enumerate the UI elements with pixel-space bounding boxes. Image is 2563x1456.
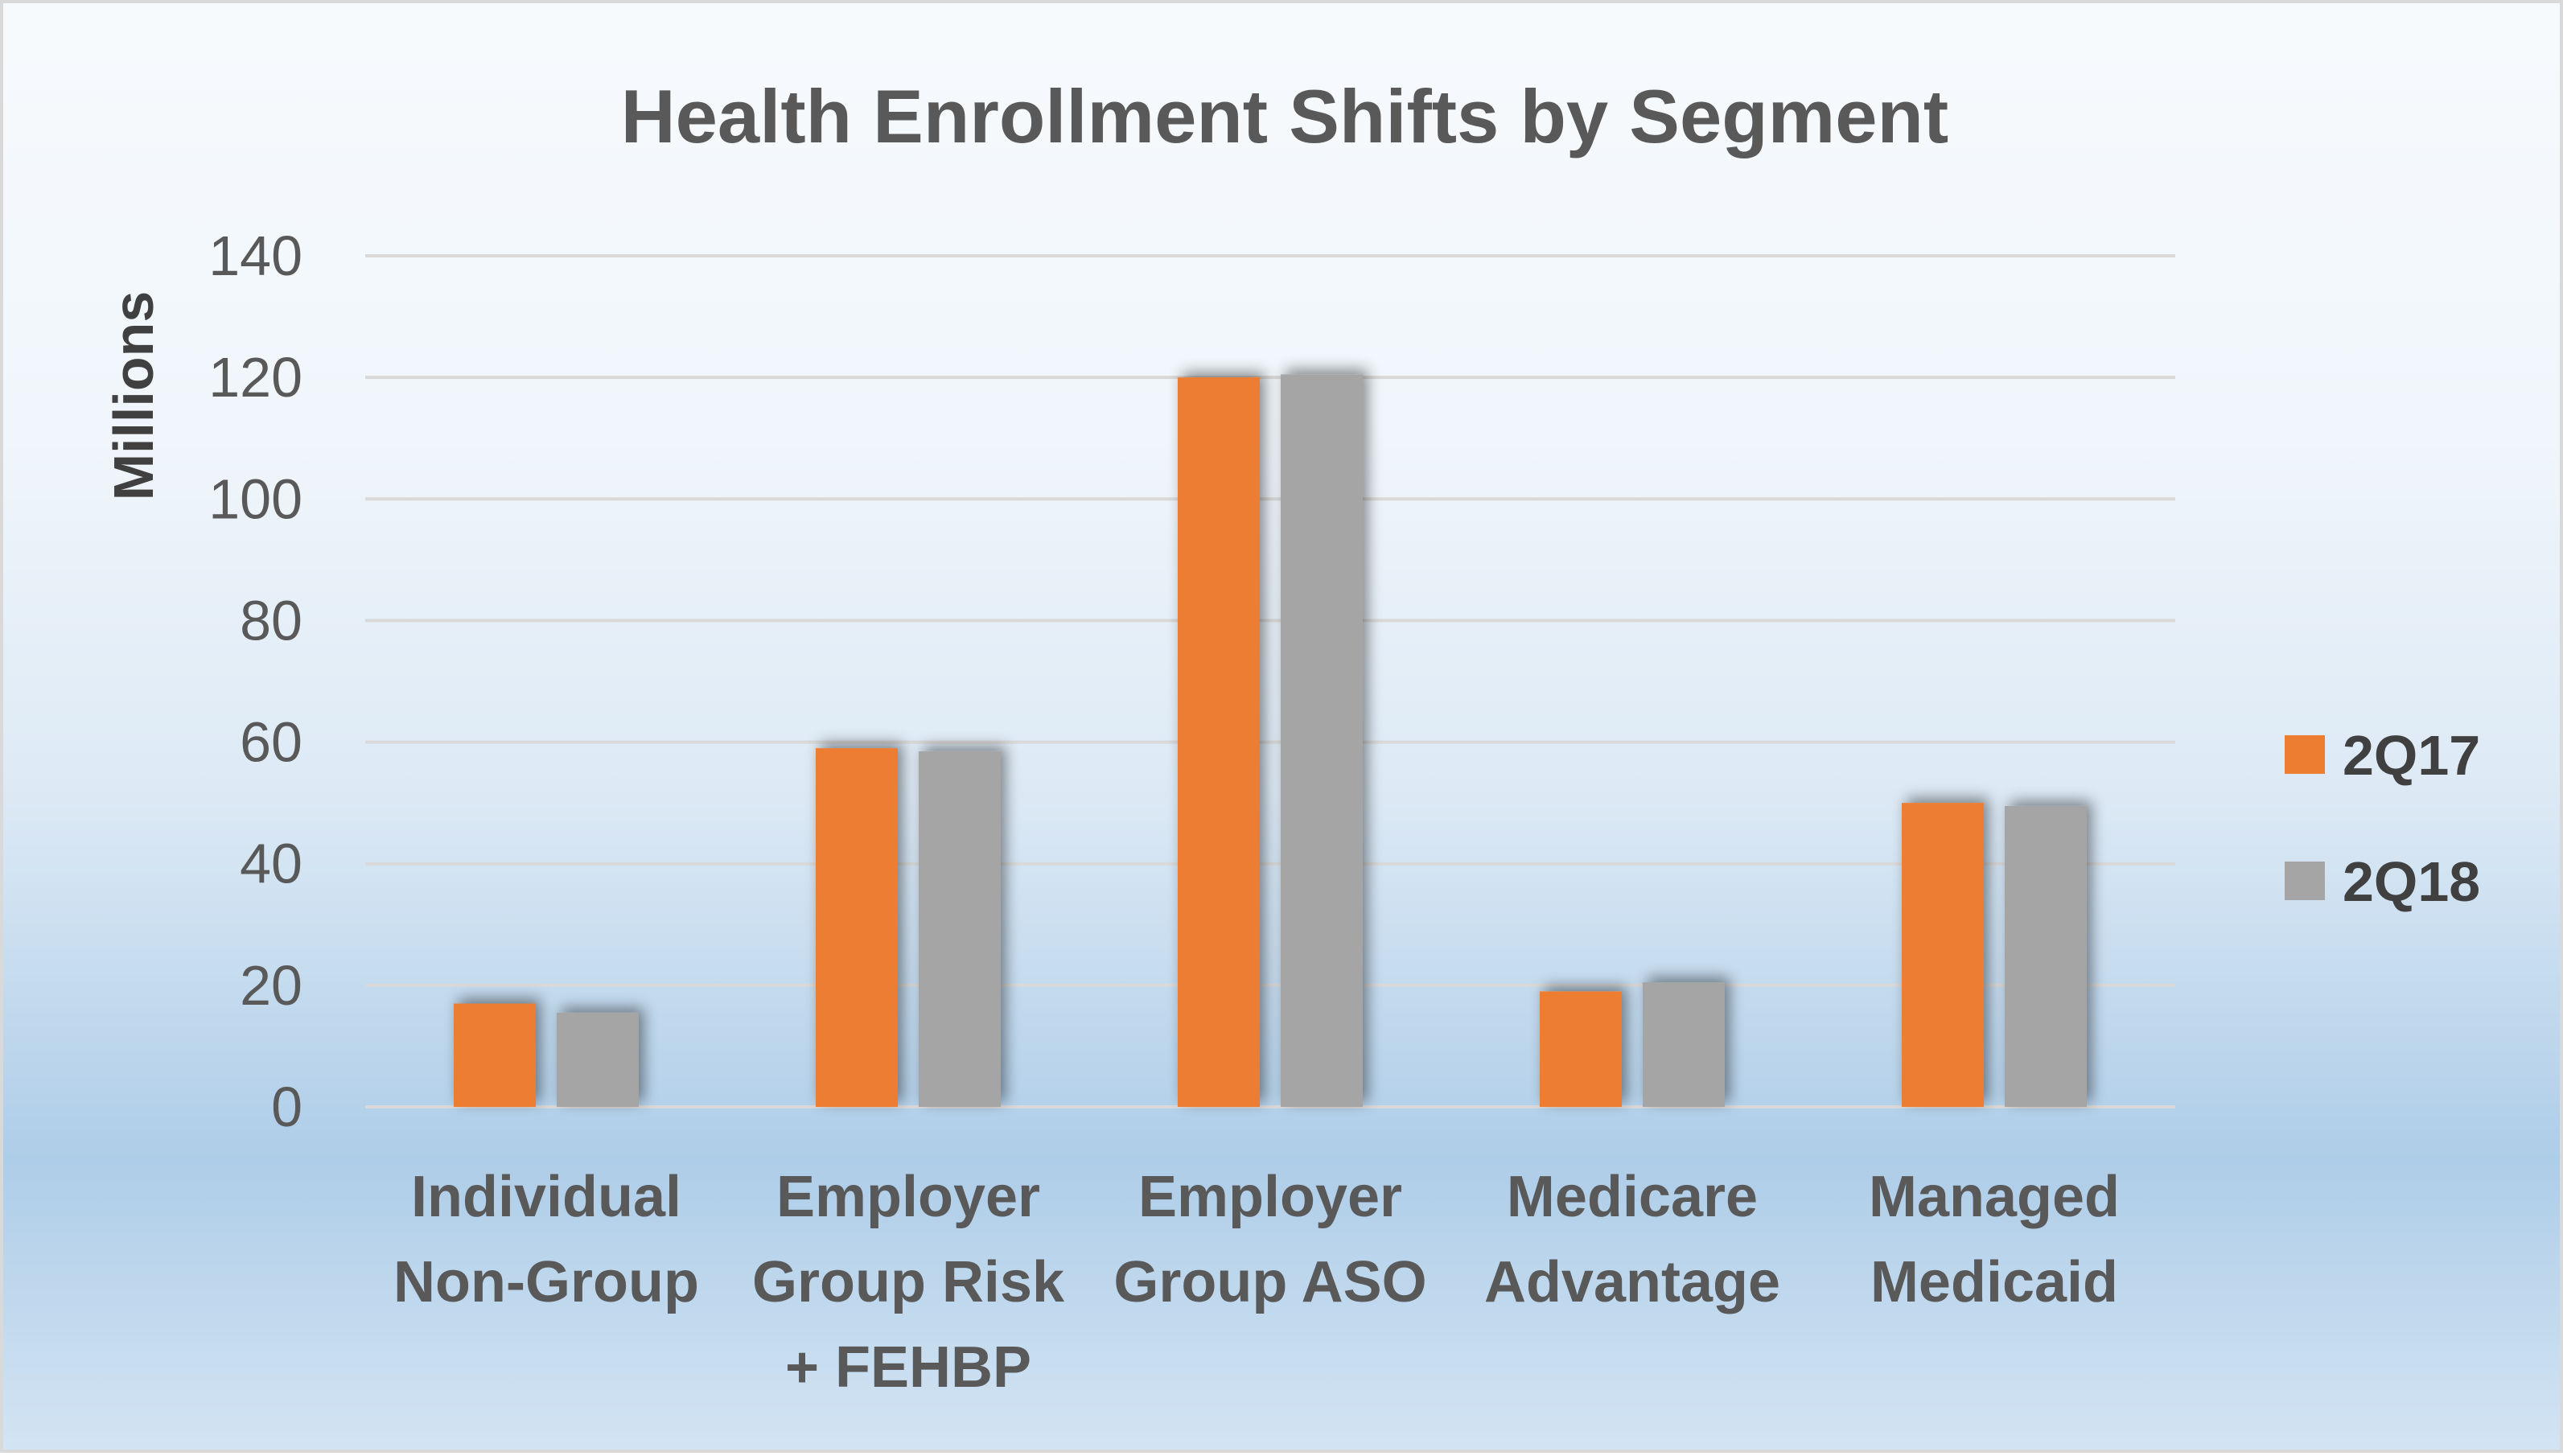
- bar-2Q18-0: [557, 1012, 639, 1107]
- y-tick-label: 120: [208, 346, 302, 409]
- legend-swatch-2Q17: [2285, 735, 2325, 774]
- x-category-label: Managed: [1869, 1165, 2120, 1229]
- y-tick-label: 0: [271, 1076, 302, 1138]
- bar-2Q18-3: [1643, 982, 1725, 1107]
- x-axis-categories: Individual Non-Group Employer Group Risk + F…: [393, 1165, 2120, 1400]
- x-category-label: Group ASO: [1113, 1250, 1426, 1314]
- x-category-label: Medicaid: [1870, 1250, 2118, 1314]
- x-category-label: Advantage: [1484, 1250, 1780, 1314]
- x-category-label: + FEHBP: [785, 1335, 1031, 1400]
- bar-2Q17-3: [1540, 991, 1622, 1107]
- bar-2Q18-1: [919, 751, 1001, 1107]
- y-axis-title: Millions: [102, 291, 165, 501]
- y-tick-label: 40: [240, 833, 302, 895]
- y-tick-label: 140: [208, 224, 302, 287]
- bar-2Q17-1: [816, 748, 898, 1107]
- bars: [454, 374, 2087, 1108]
- bar-chart: Health Enrollment Shifts by Segment Mill…: [102, 74, 2480, 1400]
- chart-title: Health Enrollment Shifts by Segment: [621, 74, 1948, 158]
- x-category-label: Employer: [776, 1165, 1040, 1229]
- bar-2Q17-0: [454, 1003, 536, 1107]
- x-category-label: Non-Group: [393, 1250, 699, 1314]
- bar-2Q17-2: [1178, 377, 1260, 1108]
- legend-label-2Q17: 2Q17: [2343, 724, 2480, 787]
- x-category-label: Individual: [411, 1165, 681, 1229]
- y-tick-label: 60: [240, 711, 302, 774]
- legend-label-2Q18: 2Q18: [2343, 850, 2480, 913]
- y-tick-label: 20: [240, 954, 302, 1017]
- y-tick-label: 100: [208, 467, 302, 530]
- legend: 2Q17 2Q18: [2285, 724, 2480, 913]
- x-category-label: Employer: [1138, 1165, 1402, 1229]
- legend-swatch-2Q18: [2285, 862, 2325, 900]
- y-axis-ticks: 0 20 40 60 80 100 120 140: [208, 224, 302, 1138]
- x-category-label: Medicare: [1507, 1165, 1758, 1229]
- y-tick-label: 80: [240, 589, 302, 652]
- x-category-label: Group Risk: [752, 1250, 1065, 1314]
- bar-2Q17-4: [1902, 803, 1984, 1107]
- bar-2Q18-2: [1281, 374, 1363, 1108]
- gridlines: [365, 254, 2175, 1108]
- bar-2Q18-4: [2005, 805, 2087, 1107]
